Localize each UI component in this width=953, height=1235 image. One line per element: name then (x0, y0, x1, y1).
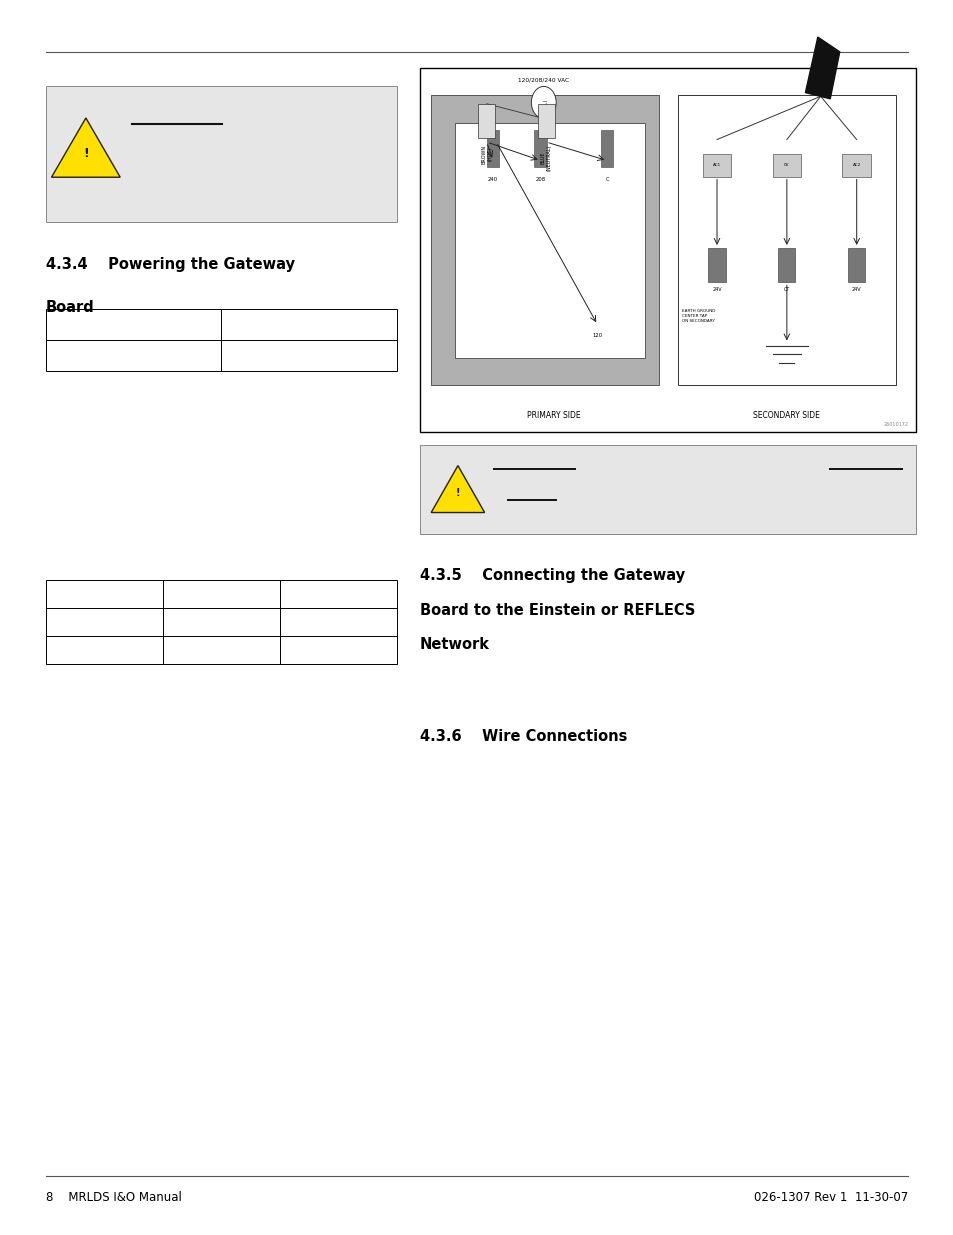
Text: 24V: 24V (712, 288, 721, 293)
Text: Network: Network (419, 637, 489, 652)
Text: !: ! (83, 147, 89, 161)
Text: 26010172: 26010172 (882, 422, 907, 427)
Text: 120: 120 (592, 333, 602, 338)
Text: Board: Board (46, 300, 94, 315)
Text: !: ! (456, 488, 459, 498)
Text: 4.3.6    Wire Connections: 4.3.6 Wire Connections (419, 729, 626, 743)
Bar (455, 124, 644, 358)
Polygon shape (431, 466, 484, 513)
Text: 8    MRLDS I&O Manual: 8 MRLDS I&O Manual (46, 1192, 181, 1204)
Polygon shape (804, 37, 839, 99)
Text: Board to the Einstein or REFLECS: Board to the Einstein or REFLECS (419, 603, 695, 618)
Text: SECONDARY SIDE: SECONDARY SIDE (753, 411, 820, 420)
Text: BLUE
(NEUTRAL): BLUE (NEUTRAL) (540, 144, 551, 170)
Text: 120/208/240 VAC: 120/208/240 VAC (517, 78, 569, 83)
Text: 24V: 24V (851, 288, 861, 293)
Bar (534, 130, 546, 167)
Bar (419, 68, 915, 432)
Text: 026-1307 Rev 1  11-30-07: 026-1307 Rev 1 11-30-07 (753, 1192, 907, 1204)
Bar (708, 248, 725, 283)
Text: 4.3.5    Connecting the Gateway: 4.3.5 Connecting the Gateway (419, 568, 684, 583)
Bar (778, 248, 795, 283)
Text: EARTH GROUND
CENTER TAP
ON SECONDARY: EARTH GROUND CENTER TAP ON SECONDARY (681, 309, 715, 322)
Text: BROWN
(HOT): BROWN (HOT) (481, 144, 492, 163)
Text: 208: 208 (535, 177, 545, 182)
Bar (46, 86, 396, 222)
Text: CT: CT (782, 288, 789, 293)
Text: 0V: 0V (783, 163, 789, 168)
Bar (486, 130, 498, 167)
Bar (677, 95, 895, 385)
Circle shape (531, 86, 556, 119)
Text: C: C (604, 177, 608, 182)
Bar (46, 309, 396, 370)
Bar (477, 104, 495, 138)
Text: AC2: AC2 (852, 163, 860, 168)
Bar (847, 248, 864, 283)
Bar (46, 580, 396, 664)
Bar (841, 154, 870, 177)
Bar (702, 154, 731, 177)
Bar (419, 445, 915, 534)
Bar (600, 130, 613, 167)
Text: ~: ~ (540, 100, 546, 105)
Bar (537, 104, 555, 138)
Polygon shape (51, 119, 120, 178)
Text: PRIMARY SIDE: PRIMARY SIDE (526, 411, 580, 420)
Text: 240: 240 (488, 177, 497, 182)
Bar (431, 95, 659, 385)
Text: 4.3.4    Powering the Gateway: 4.3.4 Powering the Gateway (46, 257, 294, 272)
Text: AC1: AC1 (712, 163, 720, 168)
Bar (772, 154, 801, 177)
